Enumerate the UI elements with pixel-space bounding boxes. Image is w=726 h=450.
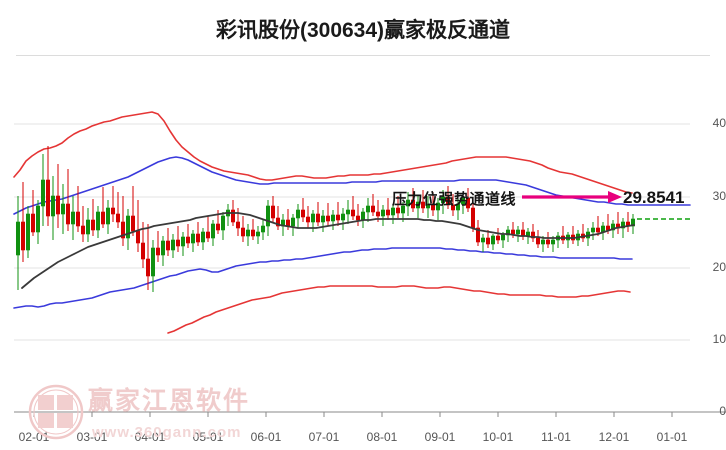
watermark-url: www.360gann.com <box>92 424 242 441</box>
axis-lines <box>14 411 726 417</box>
y-axis-tick-30: 30 <box>712 189 726 203</box>
x-axis-tick-03-01: 03-01 <box>76 430 108 444</box>
y-axis-tick-10: 10 <box>712 332 726 346</box>
x-axis-tick-08-01: 08-01 <box>366 430 398 444</box>
x-axis-tick-11-01: 11-01 <box>541 430 571 444</box>
current-price-label: 29.8541 <box>623 188 685 207</box>
x-axis-tick-01-01: 01-01 <box>656 430 688 444</box>
watermark-seal-icon <box>28 384 84 440</box>
x-axis-tick-09-01: 09-01 <box>424 430 456 444</box>
page-title: 彩讯股份(300634)赢家极反通道 <box>215 19 511 42</box>
x-axis-tick-07-01: 07-01 <box>308 430 340 444</box>
y-axis-tick-0: 0 <box>719 404 726 418</box>
candlestick-series <box>15 146 635 292</box>
watermark-brand: 赢家江恩软件 <box>88 387 251 415</box>
x-axis-tick-06-01: 06-01 <box>250 430 282 444</box>
annotation-label: 压力位强势通道线 <box>392 191 517 208</box>
header-divider <box>16 55 710 56</box>
gridlines <box>14 123 690 413</box>
x-axis-tick-10-01: 10-01 <box>482 430 514 444</box>
annotation-arrow <box>522 191 622 203</box>
y-axis-tick-20: 20 <box>712 260 726 274</box>
x-axis-tick-12-01: 12-01 <box>598 430 630 444</box>
x-axis-tick-05-01: 05-01 <box>192 430 224 444</box>
moving-average-line <box>21 212 635 289</box>
x-axis-tick-04-01: 04-01 <box>134 430 166 444</box>
y-axis-tick-40: 40 <box>712 116 726 130</box>
